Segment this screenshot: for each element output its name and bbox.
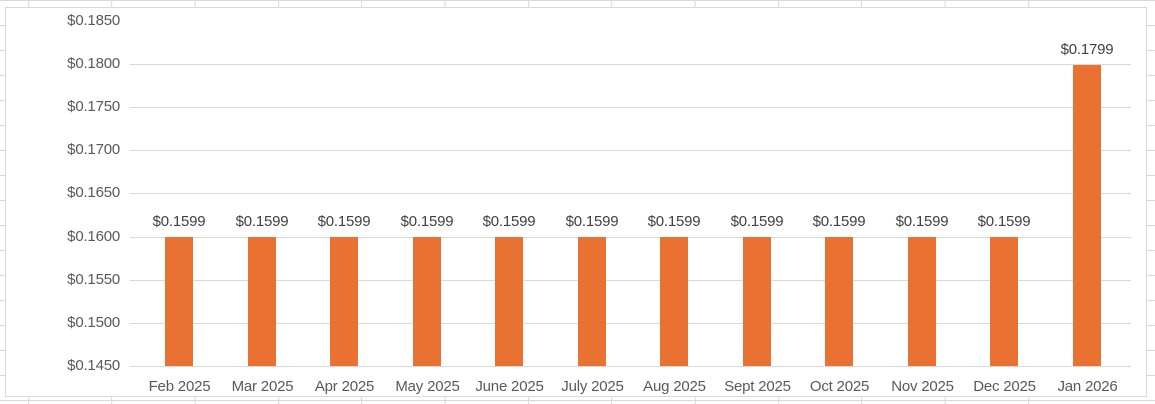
x-axis-category-label: Mar 2025	[231, 378, 294, 395]
y-axis: $0.1450 $0.1500 $0.1550 $0.1600 $0.1650 $0.17…	[6, 8, 1146, 396]
y-axis-tick-label: $0.1800	[67, 55, 120, 72]
gridline	[130, 366, 1131, 367]
gridline	[130, 150, 1131, 151]
y-axis-tick-label: $0.1550	[67, 271, 120, 288]
gridline	[130, 237, 1131, 238]
y-axis-tick-label: $0.1450	[67, 357, 120, 374]
y-axis-tick-label: $0.1750	[67, 98, 120, 115]
bar-value-label: $0.1599	[152, 213, 206, 230]
x-axis-category-label: Oct 2025	[809, 378, 870, 395]
bar[interactable]	[908, 237, 936, 366]
gridline	[130, 64, 1131, 65]
plot-gridlines	[6, 8, 1146, 396]
x-axis-category-label: Apr 2025	[314, 378, 375, 395]
bar-value-label: $0.1599	[977, 213, 1031, 230]
gridline	[130, 280, 1131, 281]
bar-value-label: $0.1599	[647, 213, 701, 230]
gridline	[130, 323, 1131, 324]
data-labels: $0.1599 $0.1599 $0.1599 $0.1599 $0.1599 $0.15…	[6, 8, 1146, 396]
bar[interactable]	[165, 237, 193, 366]
bar[interactable]	[330, 237, 358, 366]
bar[interactable]	[825, 237, 853, 366]
chart-panel[interactable]: $0.1450 $0.1500 $0.1550 $0.1600 $0.1650 $0.17…	[5, 7, 1147, 397]
bar-value-label: $0.1599	[317, 213, 371, 230]
x-axis-category-label: May 2025	[395, 378, 460, 395]
bar[interactable]	[990, 237, 1018, 366]
bar[interactable]	[660, 237, 688, 366]
y-axis-tick-label: $0.1700	[67, 141, 120, 158]
bar-value-label: $0.1799	[1060, 41, 1114, 58]
bar-value-label: $0.1599	[895, 213, 949, 230]
bar[interactable]	[248, 237, 276, 366]
bar-value-label: $0.1599	[730, 213, 784, 230]
x-axis-category-label: Nov 2025	[891, 378, 954, 395]
y-axis-tick-label: $0.1650	[67, 184, 120, 201]
bar[interactable]	[743, 237, 771, 366]
x-axis: Feb 2025 Mar 2025 Apr 2025 May 2025 June 202…	[6, 8, 1146, 396]
bar[interactable]	[578, 237, 606, 366]
bar-value-label: $0.1599	[235, 213, 289, 230]
x-axis-category-label: Jan 2026	[1057, 378, 1118, 395]
x-axis-category-label: June 2025	[475, 378, 544, 395]
x-axis-category-label: Aug 2025	[643, 378, 706, 395]
gridline	[130, 193, 1131, 194]
y-axis-tick-label: $0.1500	[67, 314, 120, 331]
x-axis-category-label: Sept 2025	[724, 378, 791, 395]
bar-value-label: $0.1599	[812, 213, 866, 230]
bar[interactable]	[1073, 65, 1101, 366]
bar-value-label: $0.1599	[482, 213, 536, 230]
gridline	[130, 107, 1131, 108]
x-axis-category-label: July 2025	[561, 378, 624, 395]
y-axis-tick-label: $0.1600	[67, 228, 120, 245]
bar[interactable]	[495, 237, 523, 366]
bar[interactable]	[413, 237, 441, 366]
bar-series	[6, 8, 1146, 396]
x-axis-category-label: Dec 2025	[973, 378, 1036, 395]
bar-value-label: $0.1599	[400, 213, 454, 230]
x-axis-category-label: Feb 2025	[148, 378, 211, 395]
bar-value-label: $0.1599	[565, 213, 619, 230]
y-axis-tick-label: $0.1850	[67, 12, 120, 29]
